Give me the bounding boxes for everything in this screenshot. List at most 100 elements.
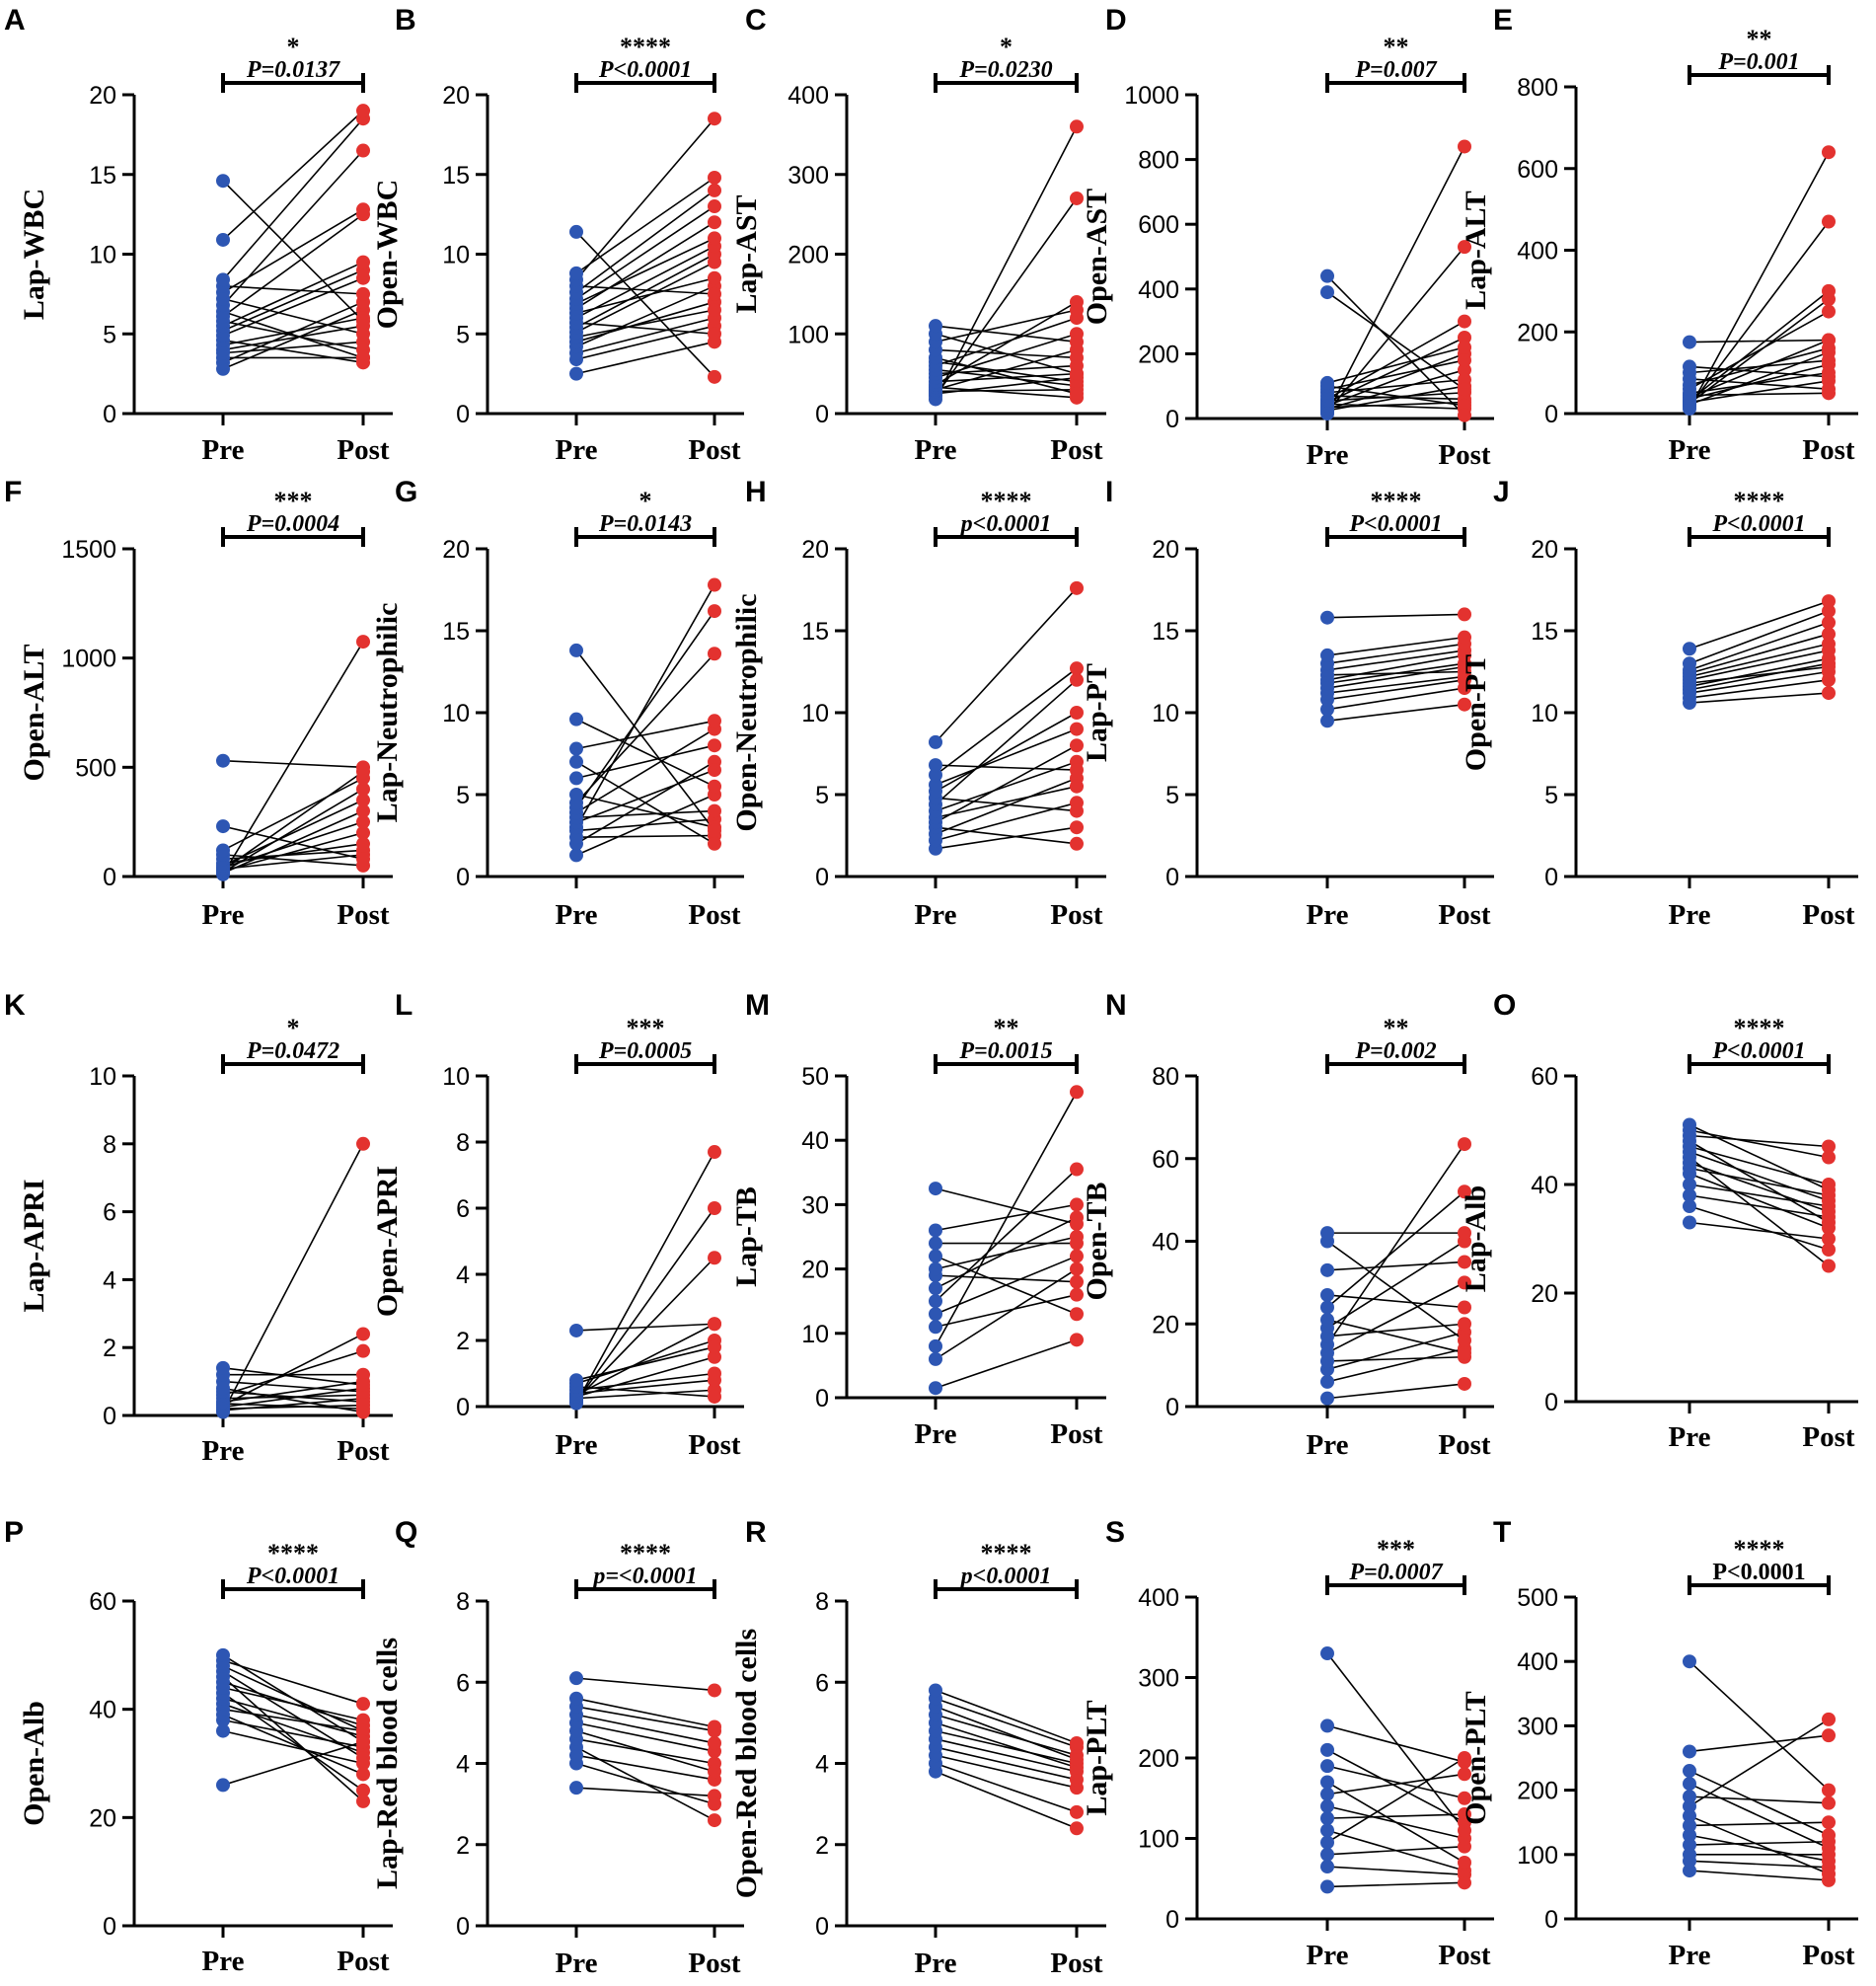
post-point [708,1389,721,1404]
post-point [1458,1137,1471,1152]
pair-line [575,1746,715,1821]
x-tick-label-post: Post [1438,1429,1491,1461]
y-tick-label: 40 [1531,1172,1558,1199]
post-point [1822,353,1836,368]
pair-line [222,1714,364,1776]
post-point [1070,836,1084,851]
pair-line [1326,1331,1465,1371]
pair-line [1326,654,1465,681]
pre-point [1683,335,1696,349]
post-point [1070,1287,1084,1302]
post-point [708,183,721,197]
pair-line [1326,1813,1465,1819]
y-tick-label: 6 [103,1199,116,1227]
y-tick-label: 4 [815,1751,829,1779]
significance-stars: *** [627,1014,665,1042]
y-tick-label: 0 [456,401,470,428]
post-point [708,803,721,818]
y-tick-label: 400 [788,82,829,110]
post-point [1458,362,1471,377]
y-tick-label: 400 [1138,276,1179,304]
pair-line [935,1293,1078,1329]
y-tick-label: 500 [1517,1584,1558,1612]
pair-line [1326,359,1465,391]
y-tick-label: 0 [456,1394,470,1421]
pair-line [575,1386,715,1398]
pair-line [575,276,715,315]
post-point [1458,340,1471,354]
pair-line [575,341,715,375]
x-tick-label-pre: Pre [556,1429,598,1461]
y-tick-label: 0 [1544,1906,1558,1934]
pair-line [222,1676,364,1802]
post-point [356,286,370,301]
p-value: P<0.0001 [246,1564,339,1589]
y-tick-label: 0 [1165,864,1179,891]
post-point [1070,1274,1084,1289]
post-point [1070,1735,1084,1750]
y-tick-label: 20 [89,1804,116,1832]
panel-n: N 0 20 40 60 80 Pre Post Open-TB P=0.002** [1081,989,1494,1461]
y-tick-label: 0 [1544,401,1558,428]
post-point [356,1378,370,1393]
pair-line [1326,320,1465,401]
panel-r: R 0 2 4 6 8 Pre Post Open-Red blood cells p<0.000… [730,1516,1106,1979]
pair-line [935,125,1078,400]
y-axis-label: Open-Red blood cells [730,1629,763,1898]
post-point [1822,333,1836,347]
post-point [1070,722,1084,736]
y-axis-label: Lap-Red blood cells [371,1638,404,1889]
pre-point [1320,1287,1334,1302]
pair-line [1326,1724,1465,1763]
y-tick-label: 400 [1517,1648,1558,1676]
pair-line [1326,670,1465,676]
post-point [356,1783,370,1797]
y-tick-label: 40 [1152,1229,1179,1257]
post-point [1070,672,1084,687]
post-point [356,314,370,329]
pre-point [216,232,230,247]
x-tick-label-pre: Pre [556,1948,598,1979]
post-point [1070,1236,1084,1251]
pair-line [1688,371,1830,395]
x-tick-label-pre: Pre [202,434,245,466]
panel-letter: G [395,476,417,508]
pre-point [1683,359,1696,374]
pre-point [1320,702,1334,717]
pair-line [1688,310,1830,390]
pair-line [575,1372,715,1392]
pre-point [929,734,942,749]
y-tick-label: 8 [456,1588,470,1616]
post-point [708,647,721,661]
pair-line [1688,1660,1830,1792]
x-tick-label-post: Post [1050,434,1103,466]
post-point [356,1367,370,1382]
pair-line [1688,359,1830,374]
pair-line [575,285,715,347]
pair-line [935,309,1078,344]
pair-line [1326,1749,1465,1823]
p-value: P=0.0015 [958,1038,1052,1064]
y-tick-label: 800 [1138,147,1179,175]
pair-line [1688,1140,1830,1224]
pair-line [575,1721,715,1752]
pair-line [935,388,1078,393]
pair-line [1326,1773,1465,1795]
post-point [708,170,721,185]
post-point [1070,1162,1084,1177]
x-tick-label-pre: Pre [1669,1421,1711,1453]
pair-line [1688,363,1830,400]
post-point [356,1723,370,1738]
pair-line [1688,1129,1830,1159]
panel-q: Q 0 2 4 6 8 Pre Post Lap-Red blood cells p=<0.000… [371,1516,744,1979]
y-axis-label: Lap-TB [730,1186,763,1287]
y-tick-label: 4 [456,1751,470,1779]
post-point [1822,1139,1836,1154]
post-point [356,1395,370,1410]
pair-line [1326,687,1465,711]
post-point [1822,283,1836,298]
pair-line [935,679,1078,805]
pair-line [222,1391,364,1404]
pair-line [935,1762,1078,1813]
p-value: P=0.001 [1717,49,1799,75]
